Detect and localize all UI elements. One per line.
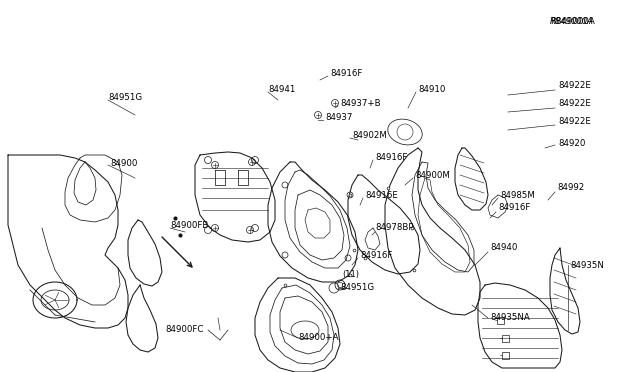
Text: 84916F: 84916F [498, 203, 531, 212]
Text: R849000A: R849000A [550, 17, 595, 26]
Text: 84900M: 84900M [415, 170, 450, 180]
Text: 84951G: 84951G [340, 283, 374, 292]
Text: 84920: 84920 [558, 138, 586, 148]
Text: 84910: 84910 [418, 86, 445, 94]
Bar [497, 317, 504, 324]
Text: 84922E: 84922E [558, 118, 591, 126]
Text: 84940: 84940 [490, 244, 517, 253]
Text: 84978BP: 84978BP [375, 224, 413, 232]
Text: 84941: 84941 [268, 86, 296, 94]
Text: 84916F: 84916F [375, 153, 408, 161]
Text: R849000A: R849000A [550, 17, 594, 26]
Text: 84900FB: 84900FB [170, 221, 209, 230]
Text: 84900+A: 84900+A [298, 334, 339, 343]
Text: 84916F: 84916F [360, 250, 392, 260]
Text: 84902M: 84902M [352, 131, 387, 141]
Text: 84937: 84937 [325, 113, 353, 122]
Text: 84916F: 84916F [330, 68, 362, 77]
Text: 84922E: 84922E [558, 99, 591, 109]
Text: 84951G: 84951G [108, 93, 142, 103]
Text: 84935N: 84935N [570, 260, 604, 269]
Text: 84985M: 84985M [500, 190, 535, 199]
Text: 84992: 84992 [557, 183, 584, 192]
Bar [502, 352, 509, 359]
Text: 84922E: 84922E [558, 81, 591, 90]
Bar [502, 334, 509, 341]
Text: 84900FC: 84900FC [165, 326, 204, 334]
Text: 84916E: 84916E [365, 190, 398, 199]
Text: 84937+B: 84937+B [340, 99, 381, 108]
Text: 84900: 84900 [110, 160, 138, 169]
Text: 84935NA: 84935NA [490, 314, 530, 323]
Text: (11): (11) [342, 270, 359, 279]
